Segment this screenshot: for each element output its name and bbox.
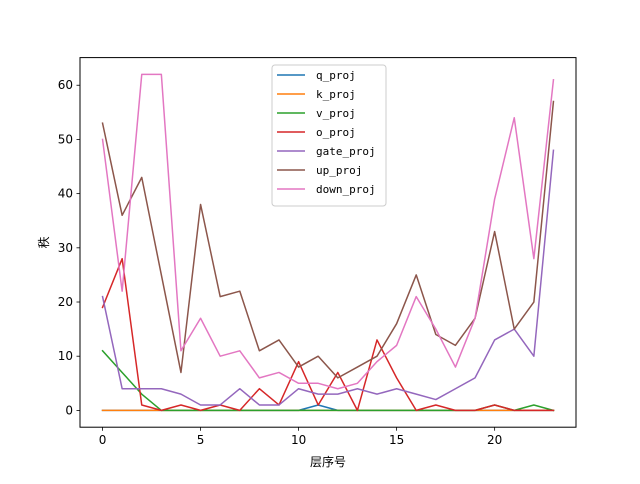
y-tick-label: 40 xyxy=(58,187,73,201)
legend: q_proj k_proj v_proj o_proj gate_proj up_proj… xyxy=(271,64,387,207)
plot-frame xyxy=(79,57,577,428)
y-axis-ticks: 0 10 20 30 40 50 60 xyxy=(58,78,80,417)
y-tick-label: 30 xyxy=(58,241,73,255)
y-tick-label: 50 xyxy=(58,132,73,146)
series-layer xyxy=(101,73,555,412)
y-axis-label: 秩 xyxy=(37,236,51,248)
x-axis-ticks: 0 5 10 15 20 xyxy=(99,427,502,447)
legend-label-gate_proj: gate_proj xyxy=(316,145,376,158)
legend-label-down_proj: down_proj xyxy=(316,183,376,196)
legend-label-up_proj: up_proj xyxy=(316,164,362,177)
x-tick-label: 10 xyxy=(291,433,306,447)
legend-label-v_proj: v_proj xyxy=(316,107,356,120)
series-line-o_proj xyxy=(101,257,555,412)
series-line-gate_proj xyxy=(101,149,555,406)
x-tick-label: 5 xyxy=(197,433,205,447)
x-tick-label: 0 xyxy=(99,433,107,447)
legend-label-q_proj: q_proj xyxy=(316,69,356,82)
x-tick-label: 20 xyxy=(487,433,502,447)
series-line-up_proj xyxy=(101,100,555,379)
y-tick-label: 60 xyxy=(58,78,73,92)
y-tick-label: 0 xyxy=(65,403,73,417)
y-tick-label: 10 xyxy=(58,349,73,363)
legend-label-k_proj: k_proj xyxy=(316,88,356,101)
x-axis-label: 层序号 xyxy=(310,454,346,469)
series-line-down_proj xyxy=(101,73,555,390)
legend-label-o_proj: o_proj xyxy=(316,126,356,139)
y-tick-label: 20 xyxy=(58,295,73,309)
x-tick-label: 15 xyxy=(389,433,404,447)
